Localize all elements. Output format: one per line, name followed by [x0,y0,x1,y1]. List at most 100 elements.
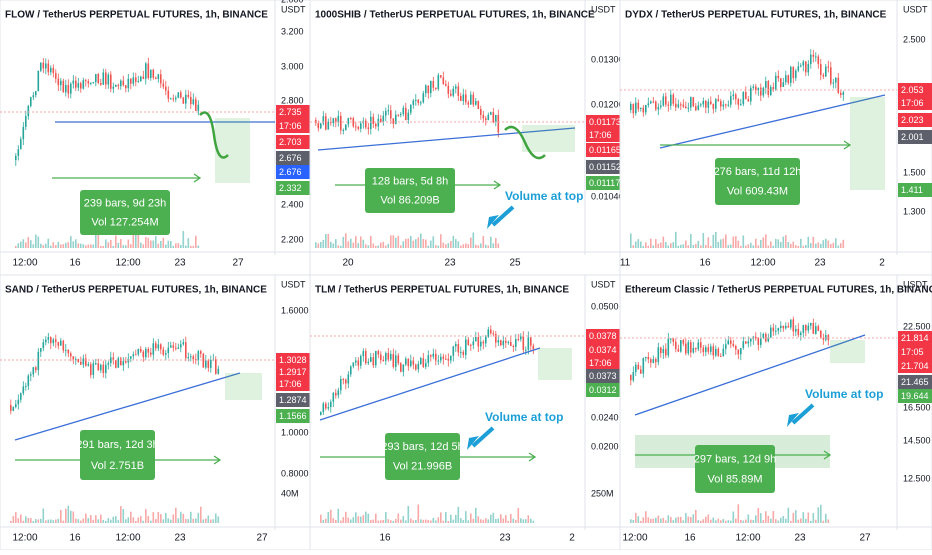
candle-body [407,112,410,121]
volume-bar [645,511,647,523]
candle-body [357,360,360,366]
price-tag [898,389,932,403]
candle-body [445,83,447,86]
candle-body [147,348,150,353]
volume-bar [320,514,322,523]
price-tag-label: 0.011529 [589,162,626,172]
candle-body [362,351,365,357]
volume-bar [155,519,157,523]
candle-body [365,120,367,128]
time-label: 16 [69,533,81,544]
volume-bar [445,512,447,523]
volume-bar [715,520,717,523]
candle-body [377,351,380,355]
candle-body [142,76,145,79]
candle-body [412,100,415,105]
range-label-box [695,445,775,493]
volume-bar [117,242,120,248]
candle-body [107,74,110,85]
projection-box [538,348,572,380]
candle-body [812,323,815,334]
candle-body [472,341,475,346]
candle-body [707,347,710,352]
volume-bar [345,511,347,523]
price-tick-label: 1.6000 [281,305,309,315]
volume-bar [362,515,365,523]
volume-bar [770,241,772,248]
candle-body [735,345,737,350]
candle-body [512,346,515,348]
candle-body [777,327,780,331]
volume-bar [340,245,342,248]
candle-body [685,343,687,354]
price-tick-label: 1.300 [903,206,926,216]
candle-body [190,356,192,358]
candle-body [107,363,110,365]
volume-bar [517,508,520,523]
candle-body [815,326,817,334]
volume-bar [27,518,30,523]
volume-bar [375,513,377,523]
candle-body [700,104,702,106]
volume-bar [757,508,760,523]
volume-bar [397,235,400,248]
candle-body [660,347,662,354]
volume-bar [457,506,460,523]
volume-bar [415,239,417,248]
volume-bar [132,234,135,248]
candle-body [187,357,190,359]
volume-bar [800,238,802,248]
candle-body [52,339,55,344]
candle-body [127,358,130,363]
candle-body [685,106,687,109]
volume-bar [480,243,482,248]
volume-bar [487,245,490,248]
range-volume: Vol 85.89M [707,473,762,485]
volume-bar [315,242,317,248]
volume-bar [322,239,325,248]
candle-body [85,358,87,366]
volume-bar [370,519,372,523]
candle-body [97,74,100,84]
volume-bar [32,520,35,523]
candle-body [457,86,460,96]
volume-bar [802,512,805,523]
candle-body [837,77,840,93]
price-tag-label: 2.332 [279,183,302,193]
volume-bar [95,231,97,248]
volume-bar [30,518,32,523]
price-tag-label: 21.465 [901,377,929,387]
candle-body [665,348,667,356]
candle-body [387,110,390,112]
volume-bar [155,236,157,248]
volume-bar [405,520,407,523]
candle-body [385,111,387,116]
candle-body [757,338,760,345]
candle-body [495,334,497,343]
volume-bar [702,232,705,248]
candle-body [77,83,80,88]
volume-bar [130,511,132,523]
volume-bar [827,240,830,248]
volume-bar [692,514,695,523]
candle-body [480,109,482,115]
candle-body [787,75,790,83]
volume-bar [190,245,192,248]
candle-body [492,333,495,335]
candle-body [390,110,392,119]
volume-bar [122,509,125,523]
candle-body [472,94,475,105]
volume-bar [195,235,197,248]
candle-body [20,393,22,400]
price-tag [898,375,932,389]
candle-body [667,104,670,106]
candle-body [772,87,775,90]
volume-bar [805,518,807,523]
candle-body [140,348,142,352]
candle-body [767,337,770,342]
volume-bar [482,235,485,248]
volume-bar [397,513,400,523]
volume-bar [705,516,707,523]
candle-body [840,92,842,95]
volume-bar [125,519,127,523]
